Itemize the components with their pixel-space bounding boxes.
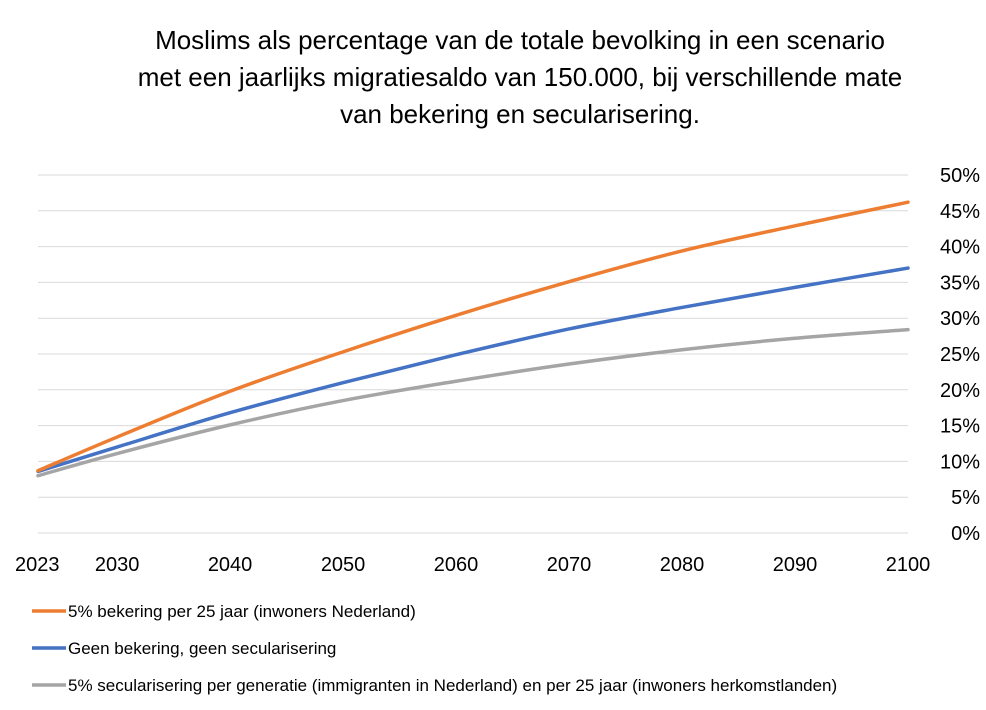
- y-tick-label: 20%: [940, 380, 980, 402]
- legend: 5% bekering per 25 jaar (inwoners Nederl…: [32, 602, 837, 695]
- y-axis-tick-labels: 0% 5% 10% 15% 20% 25% 30% 35% 40% 45% 50%: [940, 165, 980, 545]
- x-tick-label: 2050: [321, 554, 366, 576]
- series-line-1: [36, 266, 910, 474]
- x-tick-label: 2060: [434, 554, 479, 576]
- y-tick-label: 40%: [940, 237, 980, 259]
- x-tick-label: 2090: [773, 554, 818, 576]
- y-tick-label: 35%: [940, 272, 980, 294]
- legend-label-1: Geen bekering, geen secularisering: [68, 639, 336, 658]
- y-tick-label: 15%: [940, 416, 980, 438]
- x-tick-label: 2040: [208, 554, 253, 576]
- x-axis-tick-labels: 2023 2030 2040 2050 2060 2070 2080 2090 2100: [15, 554, 930, 576]
- x-tick-label: 2080: [660, 554, 705, 576]
- x-tick-label: 2100: [886, 554, 931, 576]
- y-tick-label: 0%: [951, 523, 980, 545]
- chart-title: Moslims als percentage van de totale bev…: [137, 25, 903, 129]
- x-tick-label: 2023: [15, 554, 60, 576]
- y-tick-label: 5%: [951, 487, 980, 509]
- series-line-0: [36, 200, 910, 473]
- series-lines: [36, 200, 910, 478]
- y-tick-label: 10%: [940, 451, 980, 473]
- series-line-2: [36, 327, 910, 478]
- y-tick-label: 45%: [940, 201, 980, 223]
- gridlines: [38, 174, 908, 534]
- x-tick-label: 2070: [547, 554, 592, 576]
- legend-label-0: 5% bekering per 25 jaar (inwoners Nederl…: [68, 602, 416, 621]
- y-tick-label: 30%: [940, 308, 980, 330]
- x-tick-label: 2030: [95, 554, 140, 576]
- legend-label-2: 5% secularisering per generatie (immigra…: [68, 676, 837, 695]
- y-tick-label: 25%: [940, 344, 980, 366]
- y-tick-label: 50%: [940, 165, 980, 187]
